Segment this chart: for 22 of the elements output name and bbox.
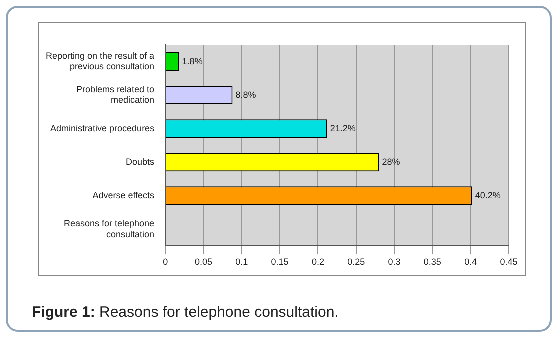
x-tick-label: 0.25 bbox=[348, 257, 366, 268]
x-tick-label: 0.4 bbox=[464, 257, 478, 268]
data-label: 8.8% bbox=[236, 90, 256, 100]
x-tick-label: 0.15 bbox=[271, 257, 289, 268]
x-tick-label: 0.3 bbox=[388, 257, 401, 268]
x-tick-label: 0.35 bbox=[424, 257, 442, 268]
y-tick-label: Reporting on the result of a previous consultation bbox=[46, 50, 155, 72]
x-tick-label: 0.45 bbox=[500, 257, 518, 268]
data-label: 21.2% bbox=[330, 123, 356, 134]
caption: Figure 1: Reasons for telephone consultation. bbox=[32, 304, 339, 321]
y-tick-label: Doubts bbox=[126, 156, 156, 167]
data-label: 1.8% bbox=[182, 56, 203, 66]
x-tick-label: 0.1 bbox=[236, 257, 248, 268]
x-tick-label: 0.05 bbox=[194, 257, 212, 268]
data-label: 40.2% bbox=[475, 190, 501, 200]
y-tick-label: Reasons for telephone consultation bbox=[64, 218, 155, 240]
data-label: 28% bbox=[382, 156, 400, 167]
x-tick-label: 0 bbox=[163, 257, 168, 268]
y-tick-label: Adverse effects bbox=[92, 190, 156, 200]
y-tick-label: Administrative procedures bbox=[50, 123, 156, 134]
x-tick-label: 0.2 bbox=[312, 257, 324, 268]
y-tick-label: Problems related to medication bbox=[76, 84, 155, 106]
